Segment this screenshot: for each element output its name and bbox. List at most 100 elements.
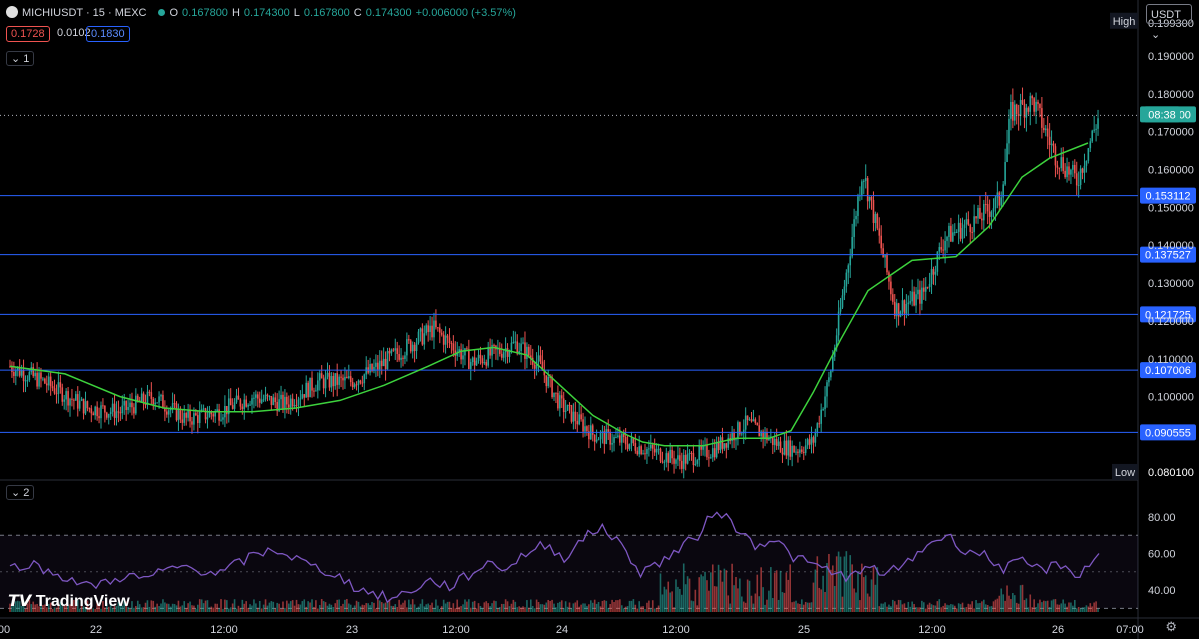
candle-body — [313, 390, 315, 392]
candle-body — [1017, 114, 1020, 116]
volume-bar — [181, 605, 184, 612]
candle-body — [845, 272, 848, 287]
moving-average-line — [9, 142, 1089, 447]
volume-bar — [286, 600, 288, 612]
level-price-tag — [1140, 187, 1196, 204]
volume-bar — [1015, 602, 1018, 612]
volume-bar — [802, 604, 805, 612]
currency-label: USDT — [1151, 9, 1181, 21]
currency-select[interactable]: USDT ⌄ — [1146, 4, 1192, 41]
level-price-tag — [1140, 306, 1196, 323]
volume-bar — [38, 606, 40, 612]
volume-bar — [952, 604, 954, 612]
volume-bar — [45, 607, 48, 612]
candle-body — [818, 423, 821, 425]
candle-body — [837, 311, 840, 336]
candle-body — [1052, 143, 1055, 147]
candle-body — [123, 401, 126, 406]
candle-body — [661, 461, 664, 463]
volume-bar — [828, 553, 830, 612]
candle-body — [71, 398, 73, 400]
volume-bar — [251, 605, 253, 612]
candle-body — [1095, 128, 1097, 130]
volume-bar — [485, 601, 488, 612]
volume-bar — [309, 602, 311, 612]
candle-body — [239, 399, 242, 407]
candle-body — [781, 452, 784, 455]
candle-body — [634, 443, 637, 451]
candle-body — [1066, 166, 1068, 178]
candle-body — [452, 343, 455, 351]
spread-value: 0.0102 — [57, 27, 91, 39]
pane-1-toggle[interactable]: ⌄ 1 — [6, 51, 35, 66]
volume-bar — [76, 600, 79, 612]
high-tag-box — [1110, 12, 1138, 29]
volume-bar — [500, 603, 503, 612]
candle-body — [851, 236, 853, 257]
candle-body — [659, 448, 662, 462]
volume-bar — [866, 593, 869, 612]
volume-bar — [756, 574, 759, 612]
volume-bar — [586, 605, 588, 612]
volume-bar — [357, 601, 360, 612]
volume-bar — [69, 604, 71, 612]
volume-bar — [634, 604, 637, 612]
volume-bar — [655, 607, 658, 612]
candle-body — [76, 394, 79, 409]
volume-bar — [677, 586, 679, 612]
volume-bar — [508, 606, 511, 612]
volume-bar — [417, 606, 420, 612]
candle-body — [187, 410, 189, 418]
volume-bar — [144, 602, 147, 612]
candle-body — [235, 395, 238, 403]
price-tick-label: 0.120000 — [1148, 316, 1194, 328]
candle-body — [1039, 103, 1041, 109]
candle-body — [98, 416, 100, 419]
candle-body — [820, 409, 822, 424]
candle-body — [166, 411, 168, 415]
price-tick-label: 0.100000 — [1148, 392, 1194, 404]
candle-body — [1000, 197, 1003, 206]
volume-bar — [342, 603, 344, 612]
volume-bar — [102, 601, 104, 612]
candle-body — [121, 405, 124, 414]
candle-body — [522, 342, 524, 344]
candle-body — [1027, 107, 1030, 112]
candle-body — [857, 196, 859, 216]
volume-bar — [284, 607, 286, 612]
volume-bar — [260, 608, 263, 612]
volume-bar — [977, 603, 979, 612]
candle-body — [913, 291, 915, 306]
candle-body — [409, 340, 412, 352]
volume-bar — [541, 604, 544, 612]
candle-body — [241, 406, 244, 410]
candle-body — [369, 363, 371, 373]
candle-body — [872, 199, 875, 224]
symbol-title[interactable]: MICHIUSDT · 15 · MEXC — [22, 7, 147, 19]
candle-body — [711, 448, 714, 458]
volume-bar — [338, 599, 340, 612]
sell-price-button[interactable]: 0.1728 — [6, 26, 50, 42]
pane-2-label: 2 — [23, 487, 30, 499]
volume-bar — [706, 580, 708, 612]
volume-bar — [471, 601, 474, 612]
candle-body — [706, 445, 708, 458]
candle-body — [866, 178, 869, 202]
candle-body — [545, 375, 548, 387]
candle-body — [28, 372, 31, 381]
volume-bar — [708, 590, 710, 612]
volume-bar — [392, 606, 395, 612]
volume-bar — [775, 570, 778, 612]
volume-bar — [578, 606, 580, 612]
pane-2-toggle[interactable]: ⌄ 2 — [6, 485, 35, 500]
gear-icon[interactable]: ⚙ — [1165, 619, 1177, 634]
volume-bar — [371, 601, 373, 612]
volume-bar — [822, 575, 824, 612]
volume-bar — [524, 607, 526, 612]
volume-bar — [464, 599, 466, 612]
volume-bar — [258, 600, 261, 612]
candle-body — [984, 204, 987, 206]
volume-bar — [1093, 602, 1095, 612]
volume-bar — [384, 602, 387, 612]
buy-price-button[interactable]: 0.1830 — [86, 26, 130, 42]
